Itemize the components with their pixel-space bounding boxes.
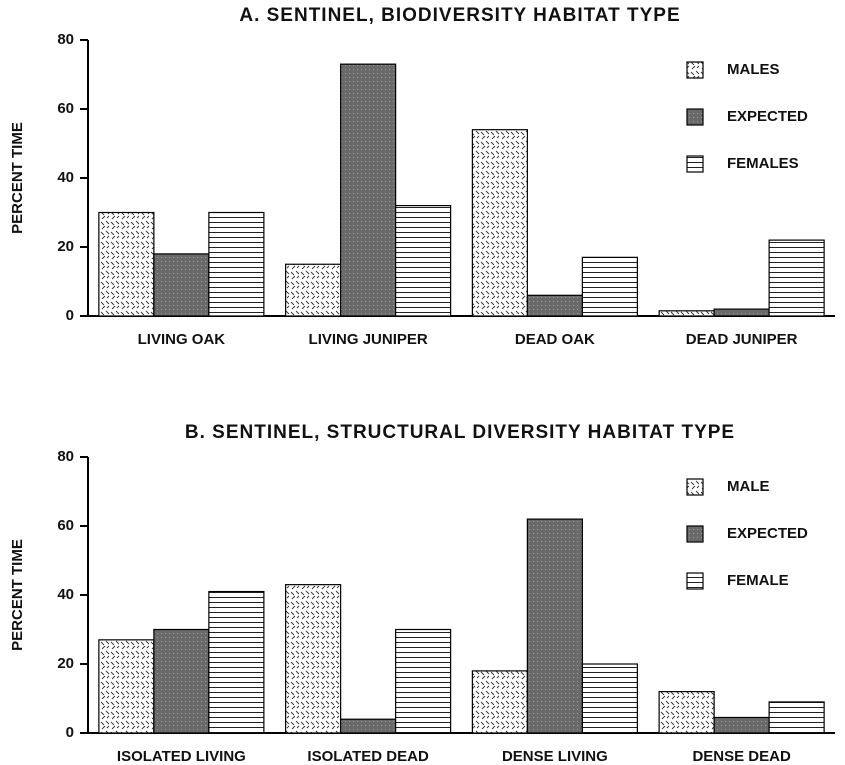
bar [768,239,825,317]
x-tick-label: DEAD OAK [515,331,595,348]
chart-title: A. SENTINEL, BIODIVERSITY HABITAT TYPE [239,5,680,26]
bar [581,256,638,317]
bar [471,129,528,317]
bar [98,639,155,734]
bar [395,628,452,734]
legend-swatch [686,525,704,543]
legend-swatch [686,108,704,126]
bar [658,310,715,317]
y-tick-label: 20 [57,655,74,672]
x-tick-label: LIVING JUNIPER [309,331,428,348]
y-tick-label: 80 [57,448,74,465]
bar [285,263,342,317]
x-tick-label: DENSE LIVING [502,748,608,765]
legend-label: FEMALE [727,572,789,589]
bar [526,294,583,317]
legend-swatch [686,572,704,590]
legend-label: FEMALES [727,155,799,172]
x-tick-label: DENSE DEAD [692,748,791,765]
legend-swatch [686,61,704,79]
y-axis-label: PERCENT TIME [9,122,26,234]
legend-label: EXPECTED [727,108,808,125]
bar [471,670,528,734]
x-tick-label: ISOLATED DEAD [307,748,429,765]
x-tick-label: LIVING OAK [138,331,226,348]
x-tick-label: ISOLATED LIVING [117,748,246,765]
bar [340,63,397,317]
y-tick-label: 60 [57,100,74,117]
legend-label: EXPECTED [727,525,808,542]
y-tick-label: 40 [57,586,74,603]
bar [713,716,770,734]
chart-title: B. SENTINEL, STRUCTURAL DIVERSITY HABITA… [185,422,735,443]
y-tick-label: 0 [66,307,74,324]
bar [713,308,770,317]
y-tick-label: 60 [57,517,74,534]
bar [285,584,342,734]
bar [153,628,210,734]
bar [658,690,715,734]
bar [395,205,452,317]
legend-label: MALE [727,478,770,495]
y-tick-label: 40 [57,169,74,186]
bar [526,518,583,734]
y-tick-label: 20 [57,238,74,255]
bar [768,701,825,734]
bar [98,211,155,317]
y-axis-label: PERCENT TIME [9,539,26,651]
bar [340,718,397,734]
bar [153,253,210,317]
legend-swatch [686,155,704,173]
bar [208,211,265,317]
legend-swatch [686,478,704,496]
legend-label: MALES [727,61,780,78]
bar [581,663,638,734]
bar [208,590,265,734]
y-tick-label: 80 [57,31,74,48]
x-tick-label: DEAD JUNIPER [686,331,798,348]
y-tick-label: 0 [66,724,74,741]
